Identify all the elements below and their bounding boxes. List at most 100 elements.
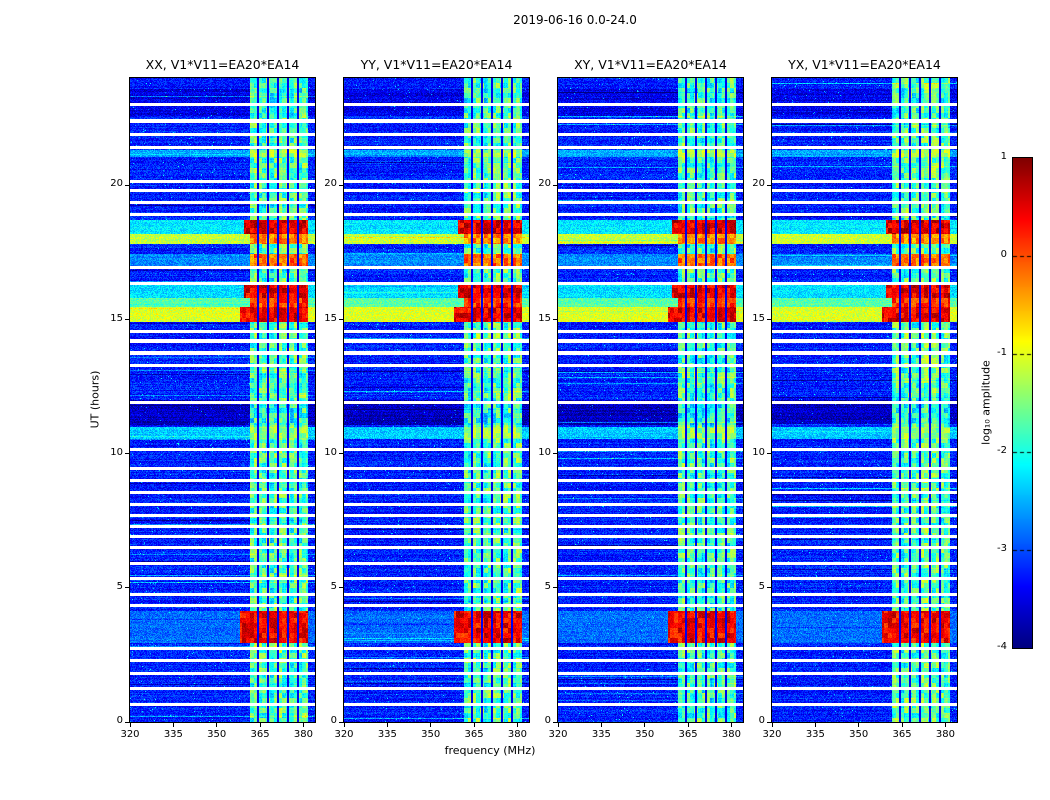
- panel-title: YY, V1*V11=EA20*EA14: [360, 57, 513, 72]
- colorbar-tick-label: 1: [1000, 151, 1007, 162]
- panel-title: XX, V1*V11=EA20*EA14: [145, 57, 300, 72]
- y-tick-mark: [125, 319, 129, 320]
- colorbar-gradient: [1012, 157, 1033, 649]
- y-tick-mark: [339, 721, 343, 723]
- colorbar: 1 0 -1 -2 -3 -4: [975, 151, 1033, 652]
- x-axis-label: frequency (MHz): [444, 744, 536, 757]
- x-tick-label: 335: [591, 729, 611, 740]
- y-tick-mark: [767, 587, 771, 589]
- y-tick-label: 20: [538, 178, 551, 190]
- y-tick-label: 15: [110, 312, 123, 324]
- y-tick-label: 5: [330, 580, 337, 592]
- x-tick-mark: [814, 723, 816, 727]
- spectrogram-canvas: [557, 77, 744, 723]
- x-tick-mark: [600, 723, 602, 727]
- y-tick-mark: [553, 587, 557, 589]
- spectrogram-canvas: [129, 77, 316, 723]
- x-tick-label: 350: [849, 729, 869, 740]
- y-tick-label: 10: [752, 446, 765, 458]
- y-tick-label: 0: [758, 715, 765, 726]
- x-tick-label: 350: [421, 729, 441, 740]
- y-tick-label: 0: [330, 715, 337, 726]
- x-tick-label: 350: [207, 729, 227, 740]
- x-tick-mark: [172, 723, 174, 727]
- y-tick-label: 5: [116, 580, 123, 592]
- y-tick-mark: [767, 721, 771, 723]
- x-tick-label: 320: [334, 729, 354, 740]
- x-tick-mark: [343, 723, 345, 727]
- x-tick-label: 335: [805, 729, 825, 740]
- x-tick-label: 335: [163, 729, 183, 740]
- y-tick-mark: [767, 319, 771, 320]
- panel-yx: YX, V1*V11=EA20*EA14 320 335 350 365 380 0 5 10…: [752, 57, 958, 740]
- colorbar-tick-label: -3: [997, 543, 1007, 554]
- x-tick-mark: [259, 723, 261, 727]
- colorbar-tick-label: -2: [997, 445, 1007, 456]
- x-tick-label: 320: [120, 729, 140, 740]
- y-tick-label: 0: [116, 715, 123, 726]
- x-tick-label: 380: [935, 729, 955, 740]
- x-tick-mark: [730, 723, 732, 727]
- y-tick-label: 20: [324, 178, 337, 190]
- x-tick-label: 350: [635, 729, 655, 740]
- x-tick-label: 320: [762, 729, 782, 740]
- colorbar-tick-label: -1: [997, 347, 1007, 358]
- x-tick-label: 335: [377, 729, 397, 740]
- y-tick-mark: [125, 721, 129, 723]
- x-tick-mark: [129, 723, 131, 727]
- y-tick-mark: [553, 319, 557, 320]
- colorbar-tick-label: 0: [1000, 249, 1007, 260]
- x-tick-mark: [557, 723, 559, 727]
- figure-title: 2019-06-16 0.0-24.0: [513, 13, 637, 27]
- x-tick-label: 380: [721, 729, 741, 740]
- y-tick-mark: [339, 587, 343, 589]
- panel-xy: XY, V1*V11=EA20*EA14 320 335 350 365 380 0 5 10…: [538, 57, 744, 740]
- x-tick-mark: [430, 723, 432, 727]
- x-tick-mark: [901, 723, 903, 727]
- y-tick-mark: [339, 184, 343, 186]
- y-tick-label: 10: [324, 446, 337, 458]
- x-tick-label: 365: [678, 729, 698, 740]
- panel-yy: YY, V1*V11=EA20*EA14 320 335 350 365 380 0 5 10…: [324, 57, 530, 740]
- x-tick-mark: [687, 723, 689, 727]
- x-tick-label: 365: [250, 729, 270, 740]
- x-tick-mark: [644, 723, 646, 727]
- x-tick-mark: [386, 723, 388, 727]
- y-tick-mark: [553, 184, 557, 186]
- y-tick-label: 20: [110, 178, 123, 190]
- panel-title: YX, V1*V11=EA20*EA14: [788, 57, 941, 72]
- x-tick-label: 380: [507, 729, 527, 740]
- y-tick-label: 15: [324, 312, 337, 324]
- x-tick-label: 380: [293, 729, 313, 740]
- y-tick-mark: [553, 721, 557, 723]
- x-tick-mark: [516, 723, 518, 727]
- x-tick-label: 365: [892, 729, 912, 740]
- x-tick-label: 365: [464, 729, 484, 740]
- x-tick-mark: [944, 723, 946, 727]
- spectrogram-canvas: [771, 77, 958, 723]
- colorbar-tick-label: -4: [997, 641, 1007, 652]
- x-tick-mark: [473, 723, 475, 727]
- y-tick-label: 5: [544, 580, 551, 592]
- y-tick-mark: [125, 587, 129, 589]
- y-tick-mark: [767, 184, 771, 186]
- x-tick-mark: [216, 723, 218, 727]
- y-axis-label: UT (hours): [88, 370, 102, 429]
- y-tick-label: 5: [758, 580, 765, 592]
- y-tick-mark: [125, 184, 129, 186]
- y-tick-mark: [125, 453, 129, 455]
- y-tick-mark: [767, 453, 771, 455]
- colorbar-label: log₁₀ amplitude: [979, 360, 993, 445]
- spectrogram-canvas: [343, 77, 530, 723]
- panel-title: XY, V1*V11=EA20*EA14: [574, 57, 727, 72]
- x-tick-label: 320: [548, 729, 568, 740]
- y-tick-label: 15: [752, 312, 765, 324]
- y-tick-label: 10: [110, 446, 123, 458]
- x-tick-mark: [858, 723, 860, 727]
- y-tick-label: 20: [752, 178, 765, 190]
- y-tick-mark: [339, 319, 343, 320]
- y-tick-mark: [553, 453, 557, 455]
- y-tick-label: 0: [544, 715, 551, 726]
- panel-xx: XX, V1*V11=EA20*EA14 320 335 350 365 380 0 5 10…: [110, 57, 316, 740]
